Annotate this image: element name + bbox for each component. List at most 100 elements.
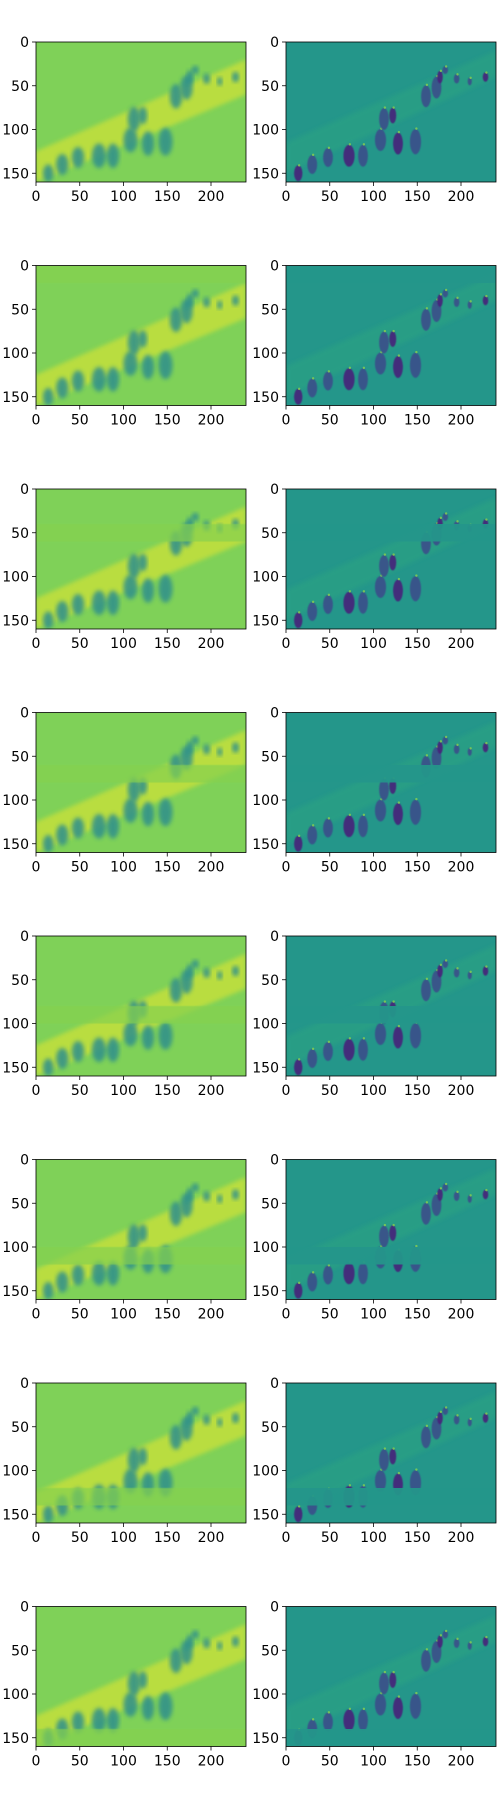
x-tick-label: 150 (404, 1530, 431, 1546)
y-tick-label: 100 (2, 1240, 29, 1256)
left-panel-image (36, 1383, 246, 1523)
axes-ticks: 0 50 100 150 200 0 50 100 150 (2, 929, 224, 1099)
axes-frame (285, 41, 497, 183)
right-panel-image (286, 936, 496, 1076)
y-tick-label: 0 (270, 706, 279, 722)
y-tick-label: 150 (2, 613, 29, 629)
y-tick-label: 150 (2, 837, 29, 853)
axes-frame (35, 488, 247, 630)
y-tick-label: 100 (252, 1687, 279, 1703)
masked-band (286, 1006, 496, 1024)
left-panel-image (36, 265, 246, 406)
y-tick-label: 150 (2, 390, 29, 406)
y-tick-label: 50 (11, 79, 29, 95)
masked-band (286, 765, 496, 783)
y-tick-label: 100 (252, 570, 279, 586)
x-tick-label: 150 (404, 189, 431, 205)
masked-band (286, 1729, 496, 1747)
x-tick-label: 50 (321, 1083, 339, 1099)
x-tick-label: 100 (360, 860, 387, 876)
axes-frame (285, 1382, 497, 1524)
y-tick-label: 0 (270, 1376, 279, 1392)
axes-frame (35, 712, 247, 853)
x-tick-label: 0 (32, 860, 41, 876)
masked-band (36, 1488, 246, 1506)
x-tick-label: 50 (321, 1307, 339, 1323)
x-tick-label: 150 (154, 1530, 181, 1546)
y-tick-label: 150 (252, 1284, 279, 1300)
axes-frame (35, 1606, 247, 1747)
y-tick-label: 150 (2, 1731, 29, 1747)
y-tick-label: 0 (270, 259, 279, 275)
y-tick-label: 50 (11, 302, 29, 318)
axes-frame (35, 1382, 247, 1524)
masked-band (36, 765, 246, 783)
y-tick-label: 50 (11, 1196, 29, 1212)
x-tick-label: 200 (198, 1754, 225, 1770)
masked-band (286, 1488, 496, 1506)
x-tick-label: 200 (448, 413, 475, 429)
y-tick-label: 0 (20, 1153, 29, 1169)
x-tick-label: 50 (321, 1754, 339, 1770)
x-tick-label: 100 (110, 1307, 137, 1323)
y-tick-label: 150 (252, 166, 279, 182)
y-tick-label: 0 (270, 35, 279, 51)
right-panel-image (286, 1383, 496, 1523)
y-tick-label: 50 (261, 302, 279, 318)
x-tick-label: 0 (32, 1307, 41, 1323)
y-tick-label: 50 (11, 973, 29, 989)
y-tick-label: 100 (2, 570, 29, 586)
y-tick-label: 0 (270, 1600, 279, 1616)
axes-ticks: 0 50 100 150 200 0 50 100 150 (2, 35, 224, 205)
x-tick-label: 0 (282, 636, 291, 652)
x-tick-label: 200 (448, 189, 475, 205)
x-tick-label: 50 (71, 860, 89, 876)
axes-ticks: 0 50 100 150 200 0 50 100 150 (2, 706, 224, 876)
axes-ticks: 0 50 100 150 200 0 50 100 150 (2, 1376, 224, 1546)
y-tick-label: 150 (2, 166, 29, 182)
axes-ticks: 0 50 100 150 200 0 50 100 150 (252, 1600, 474, 1770)
x-tick-label: 150 (154, 1754, 181, 1770)
x-tick-label: 150 (154, 413, 181, 429)
x-tick-label: 200 (198, 636, 225, 652)
masked-band (36, 265, 246, 283)
axes-frame (35, 935, 247, 1077)
y-tick-label: 150 (252, 390, 279, 406)
y-tick-label: 100 (2, 346, 29, 362)
x-tick-label: 150 (404, 1307, 431, 1323)
x-tick-label: 100 (360, 1530, 387, 1546)
x-tick-label: 150 (404, 636, 431, 652)
y-tick-label: 0 (20, 1376, 29, 1392)
axes-ticks: 0 50 100 150 200 0 50 100 150 (252, 929, 474, 1099)
x-tick-label: 0 (32, 189, 41, 205)
y-tick-label: 100 (252, 1017, 279, 1033)
x-tick-label: 200 (448, 860, 475, 876)
y-tick-label: 100 (2, 1464, 29, 1480)
x-tick-label: 50 (71, 1083, 89, 1099)
x-tick-label: 0 (282, 1530, 291, 1546)
x-tick-label: 200 (448, 1530, 475, 1546)
x-tick-label: 0 (32, 1530, 41, 1546)
y-tick-label: 100 (2, 123, 29, 139)
y-tick-label: 150 (252, 837, 279, 853)
x-tick-label: 150 (404, 1754, 431, 1770)
y-tick-label: 50 (261, 79, 279, 95)
y-tick-label: 100 (2, 793, 29, 809)
y-tick-label: 100 (252, 1464, 279, 1480)
x-tick-label: 200 (198, 1530, 225, 1546)
axes-ticks: 0 50 100 150 200 0 50 100 150 (252, 259, 474, 429)
y-tick-label: 0 (270, 929, 279, 945)
masked-band (36, 1006, 246, 1024)
right-panel-image (286, 1159, 496, 1300)
x-tick-label: 100 (360, 636, 387, 652)
x-tick-label: 100 (360, 413, 387, 429)
axes-ticks: 0 50 100 150 200 0 50 100 150 (252, 1376, 474, 1546)
x-tick-label: 100 (110, 1530, 137, 1546)
axes-frame (285, 1159, 497, 1300)
x-tick-label: 50 (71, 1307, 89, 1323)
x-tick-label: 100 (360, 1307, 387, 1323)
axes-frame (285, 488, 497, 630)
y-tick-label: 150 (2, 1507, 29, 1523)
y-tick-label: 150 (2, 1060, 29, 1076)
y-tick-label: 0 (20, 706, 29, 722)
